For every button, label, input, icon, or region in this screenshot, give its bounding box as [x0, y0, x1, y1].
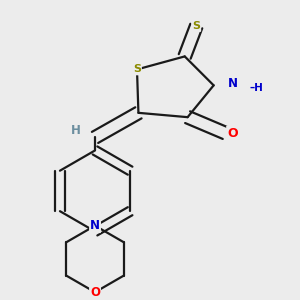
Text: O: O — [90, 286, 100, 299]
Text: O: O — [227, 127, 238, 140]
Text: N: N — [90, 219, 100, 232]
Text: –H: –H — [250, 83, 264, 93]
Text: N: N — [228, 77, 238, 90]
Text: H: H — [71, 124, 81, 137]
Text: S: S — [192, 21, 200, 31]
Text: S: S — [133, 64, 141, 74]
